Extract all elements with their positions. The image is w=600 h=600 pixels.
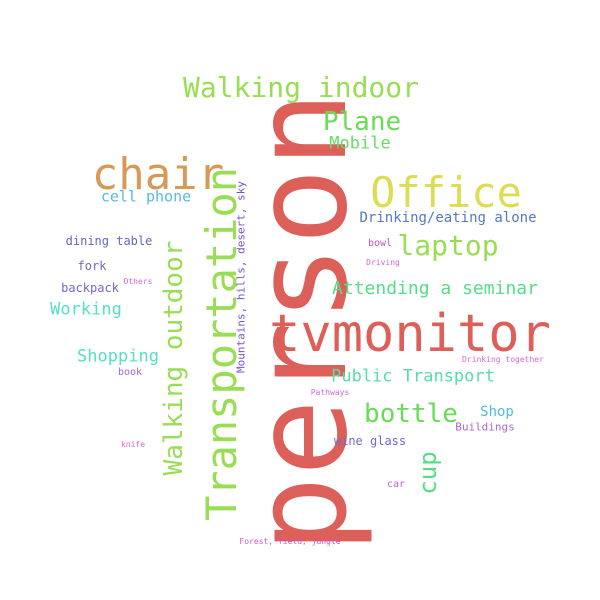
cloud-word: laptop [397,229,499,262]
cloud-word: book [117,367,143,378]
cloud-word: backpack [61,281,119,295]
cloud-word: Drinking together [462,355,544,364]
cloud-word: Walking indoor [182,71,420,104]
cloud-word: Working [50,299,122,320]
cloud-word: Office [370,168,522,217]
cloud-word: Plane [322,107,402,137]
cloud-word: car [386,479,406,490]
cloud-word: cell phone [100,187,192,206]
cloud-word: Others [123,277,153,286]
cloud-word: tvmonitor [269,304,551,364]
cloud-word: Public Transport [331,366,495,387]
cloud-word: Buildings [455,420,515,434]
cloud-word: fork [77,259,107,273]
cloud-word: wine glass [333,434,407,448]
cloud-word: bottle [364,399,458,429]
cloud-word: bowl [367,238,393,249]
cloud-word: Shopping [77,346,159,367]
cloud-word: dining table [65,234,153,248]
cloud-word: Driving [366,258,400,267]
cloud-word: Shop [480,404,514,420]
cloud-word: Drinking/eating alone [359,210,537,226]
cloud-word: Mobile [329,133,391,154]
cloud-word: chair [91,149,225,200]
cloud-word: Pathways [310,388,350,397]
cloud-word: Walking outdoor [159,240,189,476]
cloud-word: Attending a seminar [332,278,538,299]
cloud-word: knife [120,440,146,449]
cloud-word: Forest, field, jungle [239,537,341,546]
cloud-word: cup [414,451,442,495]
cloud-word: Mountains, hills, desert, sky [234,180,248,374]
